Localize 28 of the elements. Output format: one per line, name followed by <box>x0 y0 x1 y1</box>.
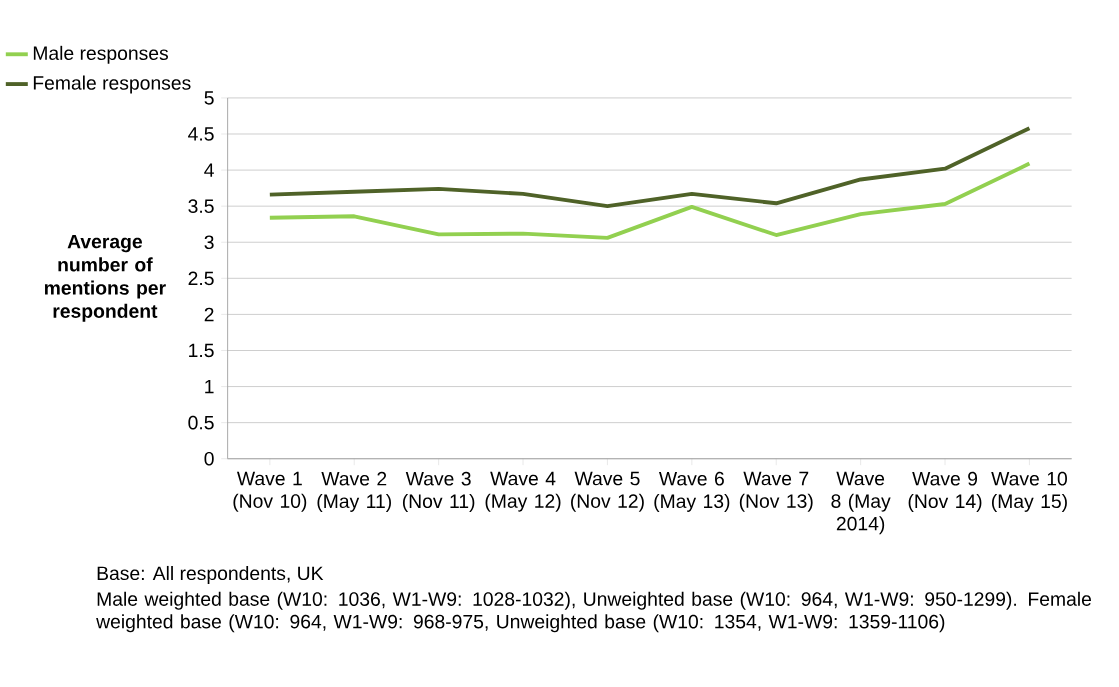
x-tick-label: Wave 8 (May 2014) <box>831 471 891 535</box>
x-tick-label: Wave 5 (Nov 12) <box>571 471 644 512</box>
x-tick-label: Wave 1 (Nov 10) <box>233 471 307 512</box>
x-tick-label: Wave 4 (May 12) <box>485 471 561 512</box>
y-tick-label: 4.5 <box>188 127 214 141</box>
y-axis-title: Average number of mentions per respondent <box>44 234 166 322</box>
x-tick-label: Wave 3 (Nov 11) <box>402 471 475 513</box>
y-tick-label: 2 <box>204 307 214 322</box>
y-tick-label: 5 <box>204 91 214 105</box>
x-tick-label: Wave 9 (Nov 14) <box>908 471 982 513</box>
y-tick-label: 2.5 <box>188 271 214 286</box>
x-tick-label: Wave 10 (May 15) <box>991 471 1067 513</box>
line-series <box>267 161 1032 240</box>
text: Base: All respondents, UK <box>97 566 324 585</box>
y-tick-label: 0 <box>204 451 214 466</box>
text: Male weighted base (W10: 1036, W1-W9: 1028-1032), Unweighted base (W10: 964, W1-W9: 950-1299). Female weighted base (W10: 964, W1-W9: 968-975, Unweighted base (W10: 1354, W1-W9: 1359-1106) <box>96 591 1092 633</box>
y-tick-label: 1 <box>205 380 214 394</box>
legend-label: Female responses <box>33 75 191 94</box>
x-tick-label: Wave 6 (May 13) <box>654 471 730 513</box>
y-tick-label: 1.5 <box>189 343 214 358</box>
y-tick-label: 0.5 <box>188 415 214 430</box>
legend-label: Male responses <box>33 45 168 64</box>
y-tick-label: 4 <box>204 163 214 177</box>
y-tick-label: 3 <box>204 235 214 250</box>
x-tick-label: Wave 2 (May 11) <box>317 471 391 513</box>
y-tick-label: 3.5 <box>188 199 214 214</box>
line-series <box>267 126 1032 209</box>
x-tick-label: Wave 7 (Nov 13) <box>739 471 813 512</box>
